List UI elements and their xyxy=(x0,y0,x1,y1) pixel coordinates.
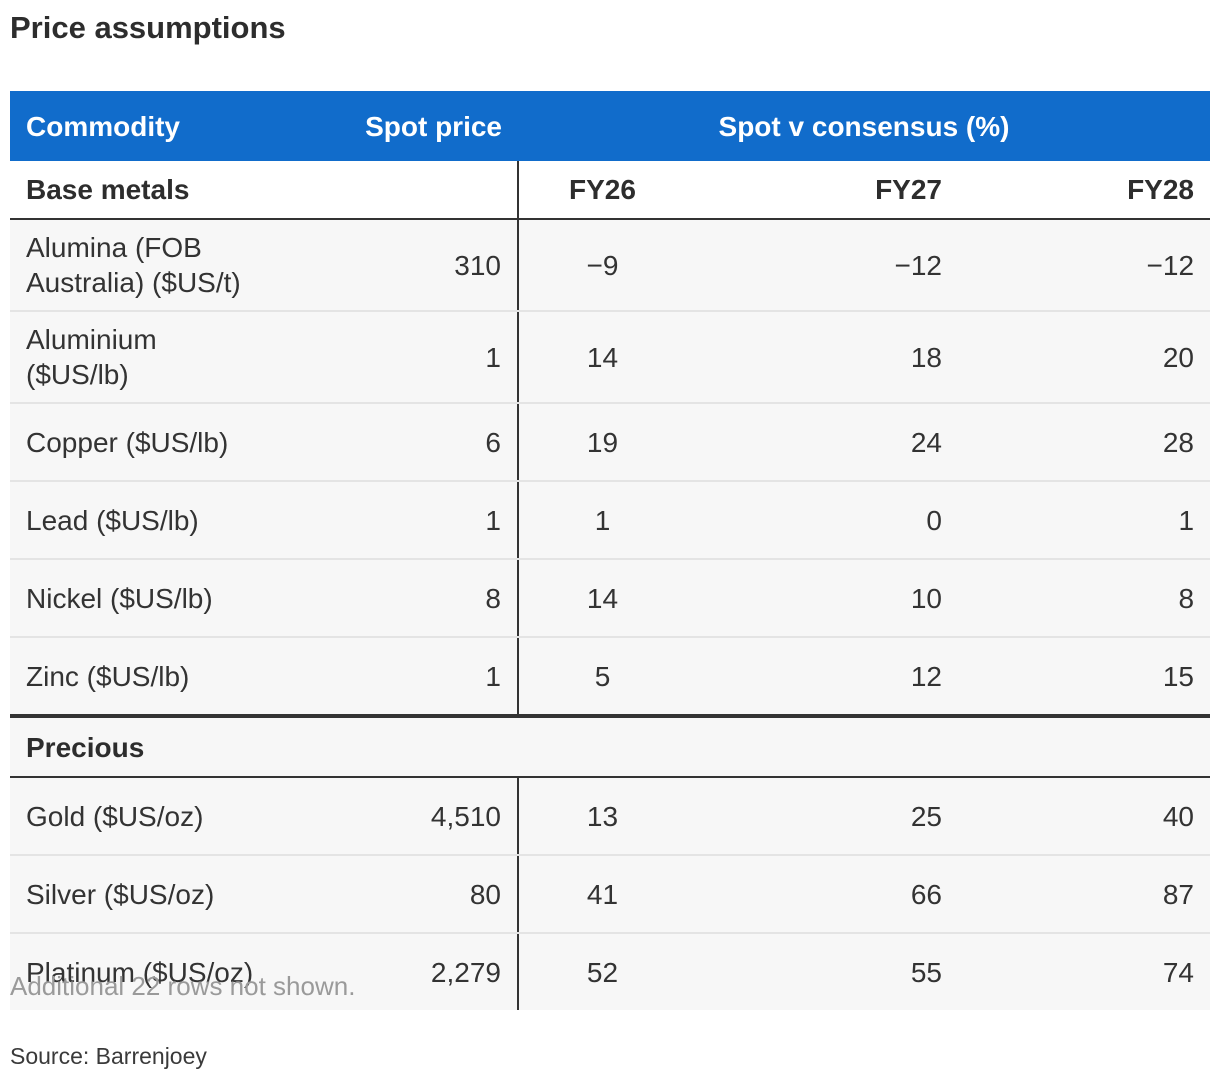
table-row: Alumina (FOB Australia) ($US/t) 310 −9 −12−… xyxy=(10,219,1211,312)
fy28-cell: 15 xyxy=(978,637,1211,717)
fy28-cell: 20 xyxy=(978,311,1211,404)
commodity-cell: Aluminium ($US/lb) xyxy=(10,311,280,404)
rows-not-shown-note: Additional 22 rows not shown. xyxy=(10,971,356,1001)
table-row: Platinum ($US/oz) 2,279 52 55 74 xyxy=(10,933,1211,1010)
commodity-cell: Alumina (FOB Australia) ($US/t) xyxy=(10,219,280,312)
commodity-cell: Nickel ($US/lb) xyxy=(10,559,280,638)
fy27-cell: 12 xyxy=(686,637,978,717)
commodity-cell: Silver ($US/oz) xyxy=(10,855,280,934)
fy26-cell: 14 xyxy=(518,311,686,404)
page-title: Price assumptions xyxy=(10,10,286,45)
spot-price-cell: 4,510 xyxy=(280,777,519,856)
table-row: Nickel ($US/lb) 8 14 10 8 xyxy=(10,559,1211,638)
fy27-cell: 24 xyxy=(686,403,978,482)
spot-price-cell: 80 xyxy=(280,855,519,934)
fy26-cell: 41 xyxy=(518,855,686,934)
spot-price-cell: 1 xyxy=(280,481,519,560)
spot-price-cell: 2,279 xyxy=(280,933,519,1010)
header-commodity: Commodity xyxy=(10,91,280,161)
group-header-row: Base metals FY26 FY27 FY28 xyxy=(10,161,1211,220)
commodity-cell: Gold ($US/oz) xyxy=(10,777,280,856)
fy26-cell: 19 xyxy=(518,403,686,482)
spot-price-cell: 1 xyxy=(280,311,519,404)
fy27-cell: 66 xyxy=(686,855,978,934)
fy27-cell: −12 xyxy=(686,219,978,312)
fy28-cell: 28 xyxy=(978,403,1211,482)
table-row: Copper ($US/lb) 6 19 24 28 xyxy=(10,403,1211,482)
table-row: Zinc ($US/lb) 1 5 12 15 xyxy=(10,637,1211,717)
spot-price-cell: 310 xyxy=(280,219,519,312)
subheader-fy28: FY28 xyxy=(978,161,1211,220)
group-name: Precious xyxy=(10,714,1211,778)
price-table: Commodity Spot price Spot v consensus (%… xyxy=(10,91,1211,1010)
fy27-cell: 18 xyxy=(686,311,978,404)
fy28-cell: −12 xyxy=(978,219,1211,312)
subheader-fy27: FY27 xyxy=(686,161,978,220)
spot-price-cell: 6 xyxy=(280,403,519,482)
group-header-row: Precious xyxy=(10,714,1211,778)
fy28-cell: 8 xyxy=(978,559,1211,638)
table-row: Lead ($US/lb) 1 1 0 1 xyxy=(10,481,1211,560)
fy26-cell: 52 xyxy=(518,933,686,1010)
fy27-cell: 55 xyxy=(686,933,978,1010)
fy26-cell: −9 xyxy=(518,219,686,312)
spot-price-cell: 8 xyxy=(280,559,519,638)
fy26-cell: 5 xyxy=(518,637,686,717)
commodity-cell: Platinum ($US/oz) xyxy=(10,933,280,1010)
fy27-cell: 0 xyxy=(686,481,978,560)
group-name: Base metals xyxy=(10,161,519,220)
fy26-cell: 14 xyxy=(518,559,686,638)
fy28-cell: 1 xyxy=(978,481,1211,560)
table-row: Aluminium ($US/lb) 1 14 18 20 xyxy=(10,311,1211,404)
header-row: Commodity Spot price Spot v consensus (%… xyxy=(10,91,1211,161)
fy28-cell: 40 xyxy=(978,777,1211,856)
header-spot-v-consensus: Spot v consensus (%) xyxy=(518,91,1211,161)
header-spot-price: Spot price xyxy=(280,91,518,161)
source-note: Source: Barrenjoey xyxy=(10,1043,207,1069)
fy26-cell: 1 xyxy=(518,481,686,560)
fy27-cell: 10 xyxy=(686,559,978,638)
table-row: Gold ($US/oz) 4,510 13 25 40 xyxy=(10,777,1211,856)
spot-price-cell: 1 xyxy=(280,637,519,717)
commodity-cell: Copper ($US/lb) xyxy=(10,403,280,482)
fy28-cell: 87 xyxy=(978,855,1211,934)
subheader-fy26: FY26 xyxy=(518,161,686,220)
table-body: Base metals FY26 FY27 FY28 Alumina (FOB Aust… xyxy=(10,161,1211,1010)
commodity-cell: Lead ($US/lb) xyxy=(10,481,280,560)
table-row: Silver ($US/oz) 80 41 66 87 xyxy=(10,855,1211,934)
fy28-cell: 74 xyxy=(978,933,1211,1010)
fy26-cell: 13 xyxy=(518,777,686,856)
fy27-cell: 25 xyxy=(686,777,978,856)
commodity-cell: Zinc ($US/lb) xyxy=(10,637,280,717)
